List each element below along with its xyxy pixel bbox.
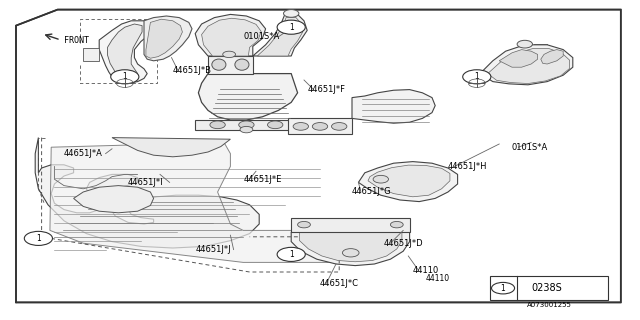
Polygon shape: [253, 14, 307, 56]
Circle shape: [210, 121, 225, 129]
Circle shape: [390, 221, 403, 228]
Text: 1: 1: [122, 72, 127, 81]
Polygon shape: [358, 162, 458, 202]
Text: 44651J*C: 44651J*C: [320, 279, 359, 288]
Text: 1: 1: [474, 72, 479, 81]
Ellipse shape: [235, 59, 249, 70]
Text: 44651J*H: 44651J*H: [448, 162, 488, 171]
Polygon shape: [541, 50, 563, 64]
Polygon shape: [195, 120, 304, 130]
Text: 1: 1: [289, 250, 294, 259]
Text: 44651J*B: 44651J*B: [173, 66, 212, 75]
Circle shape: [517, 40, 532, 48]
Text: 1: 1: [36, 234, 41, 243]
Polygon shape: [112, 138, 230, 157]
Circle shape: [373, 175, 388, 183]
Circle shape: [111, 70, 139, 84]
Polygon shape: [368, 165, 450, 197]
Text: 44110: 44110: [413, 266, 439, 275]
Text: 44651J*E: 44651J*E: [243, 175, 282, 184]
Circle shape: [332, 123, 347, 130]
Polygon shape: [195, 14, 266, 56]
Polygon shape: [488, 49, 570, 84]
Text: 44651J*D: 44651J*D: [384, 239, 424, 248]
Text: 0238S: 0238S: [532, 283, 563, 293]
Circle shape: [240, 126, 253, 133]
Circle shape: [24, 231, 52, 245]
Text: 1: 1: [500, 284, 506, 293]
Polygon shape: [352, 90, 435, 123]
Circle shape: [342, 249, 359, 257]
Polygon shape: [291, 218, 410, 232]
Text: 44651J*F: 44651J*F: [307, 85, 345, 94]
Text: 44110: 44110: [426, 274, 450, 283]
Text: 44651J*J: 44651J*J: [195, 245, 231, 254]
Polygon shape: [300, 232, 402, 262]
Ellipse shape: [212, 59, 226, 70]
Polygon shape: [291, 232, 410, 266]
Text: A073001255: A073001255: [527, 302, 572, 308]
Polygon shape: [202, 18, 261, 56]
Polygon shape: [83, 48, 99, 61]
Polygon shape: [146, 19, 182, 58]
Polygon shape: [288, 118, 352, 134]
Polygon shape: [50, 142, 333, 262]
Polygon shape: [480, 45, 573, 85]
Polygon shape: [99, 21, 150, 83]
Bar: [490, 276, 608, 300]
Polygon shape: [108, 24, 142, 79]
Circle shape: [463, 70, 491, 84]
Circle shape: [298, 221, 310, 228]
Text: 1: 1: [289, 23, 294, 32]
Polygon shape: [74, 186, 154, 213]
Circle shape: [277, 20, 305, 34]
Text: 44651J*I: 44651J*I: [128, 178, 164, 187]
Polygon shape: [499, 50, 538, 67]
Text: 0101S*A: 0101S*A: [512, 143, 548, 152]
Circle shape: [239, 121, 254, 129]
Text: 44651J*G: 44651J*G: [352, 188, 392, 196]
Circle shape: [312, 123, 328, 130]
Polygon shape: [257, 17, 303, 56]
Polygon shape: [198, 74, 298, 120]
Circle shape: [277, 247, 305, 261]
Text: 0101S*A: 0101S*A: [243, 32, 280, 41]
Text: FRONT: FRONT: [64, 36, 89, 45]
Circle shape: [492, 283, 515, 294]
Circle shape: [223, 51, 236, 58]
Polygon shape: [16, 10, 621, 302]
Circle shape: [293, 123, 308, 130]
Polygon shape: [35, 138, 259, 248]
Polygon shape: [208, 56, 253, 74]
Text: 44651J*A: 44651J*A: [64, 149, 103, 158]
Circle shape: [284, 10, 299, 17]
Circle shape: [268, 121, 283, 129]
Polygon shape: [144, 16, 192, 61]
